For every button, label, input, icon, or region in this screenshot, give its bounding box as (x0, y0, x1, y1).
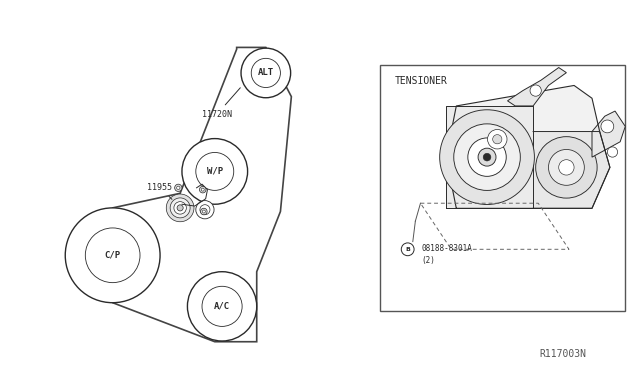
Polygon shape (533, 132, 610, 208)
Text: (2): (2) (422, 256, 436, 265)
Circle shape (65, 208, 160, 303)
Circle shape (182, 139, 248, 204)
Circle shape (483, 153, 491, 161)
Circle shape (536, 137, 597, 198)
Polygon shape (446, 86, 610, 208)
Text: C/P: C/P (104, 251, 121, 260)
Circle shape (559, 160, 574, 175)
Circle shape (201, 188, 204, 191)
Circle shape (200, 208, 207, 215)
Text: TENSIONER: TENSIONER (395, 77, 448, 87)
Circle shape (252, 58, 280, 87)
Circle shape (174, 202, 186, 214)
Circle shape (188, 272, 257, 341)
Circle shape (601, 120, 614, 133)
Text: B: B (405, 247, 410, 252)
Circle shape (170, 198, 190, 218)
Circle shape (440, 110, 534, 205)
Circle shape (200, 205, 210, 215)
Circle shape (177, 186, 180, 189)
Circle shape (202, 210, 205, 213)
Text: 08188-8301A: 08188-8301A (422, 244, 472, 253)
Circle shape (202, 286, 242, 326)
Text: 11955: 11955 (147, 183, 172, 199)
Text: ALT: ALT (258, 68, 274, 77)
Circle shape (241, 48, 291, 98)
Circle shape (607, 147, 618, 157)
Circle shape (177, 205, 183, 211)
Circle shape (196, 201, 214, 219)
Circle shape (200, 186, 206, 193)
Circle shape (85, 228, 140, 283)
Text: 11720N: 11720N (202, 88, 240, 119)
Circle shape (488, 129, 507, 149)
Circle shape (166, 194, 194, 222)
Circle shape (530, 85, 541, 96)
Circle shape (454, 124, 520, 190)
Circle shape (493, 135, 502, 144)
Circle shape (175, 184, 182, 192)
Text: A/C: A/C (214, 302, 230, 311)
Circle shape (548, 150, 584, 185)
Text: W/P: W/P (207, 167, 223, 176)
Circle shape (401, 243, 414, 256)
Text: R117003N: R117003N (540, 349, 587, 359)
Circle shape (196, 153, 234, 190)
Polygon shape (508, 68, 566, 106)
Polygon shape (592, 111, 625, 157)
Polygon shape (446, 106, 533, 208)
Circle shape (468, 138, 506, 176)
Circle shape (478, 148, 496, 166)
